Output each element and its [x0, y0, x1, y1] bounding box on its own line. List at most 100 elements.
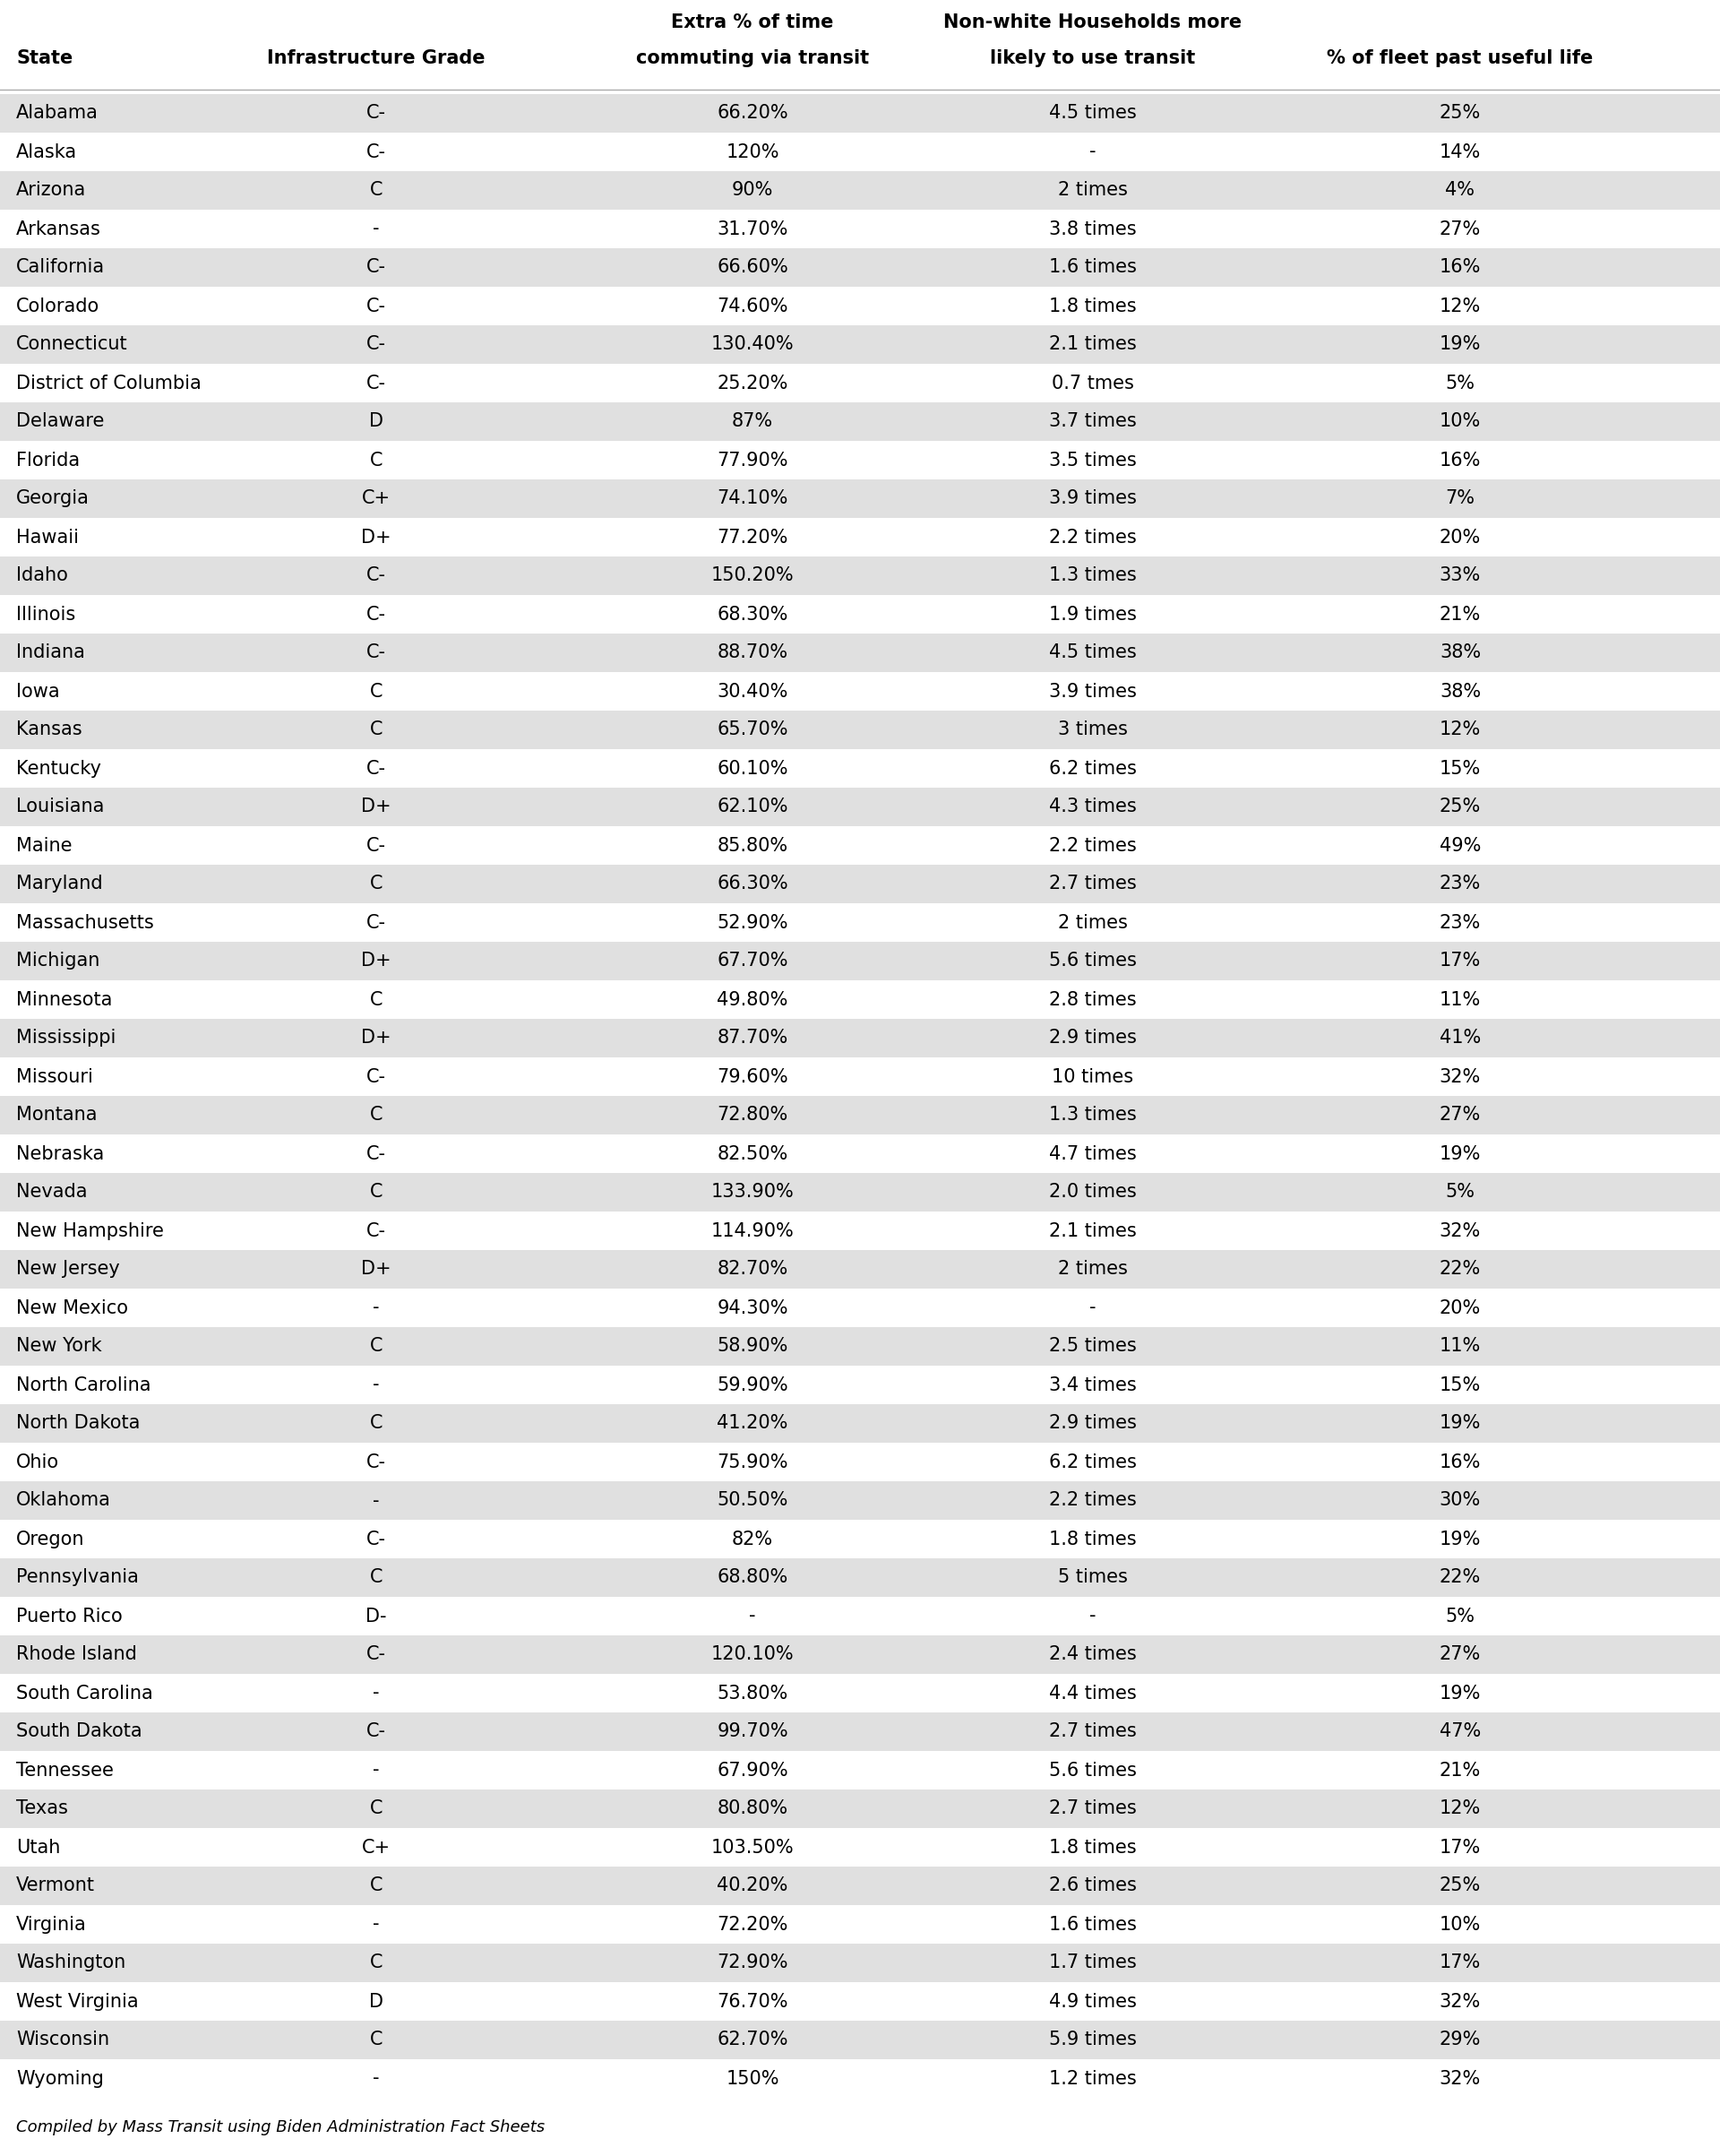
- Text: 1.6 times: 1.6 times: [1049, 259, 1137, 276]
- Text: Kentucky: Kentucky: [15, 759, 101, 778]
- Text: 21%: 21%: [1440, 606, 1481, 623]
- Text: Maryland: Maryland: [15, 875, 103, 893]
- Text: 67.90%: 67.90%: [717, 1761, 788, 1779]
- Text: 66.30%: 66.30%: [717, 875, 788, 893]
- Text: Michigan: Michigan: [15, 953, 100, 970]
- Bar: [0, 787, 1720, 826]
- Text: 87%: 87%: [731, 412, 774, 431]
- Text: C-: C-: [366, 259, 385, 276]
- Text: 15%: 15%: [1440, 1376, 1481, 1395]
- Text: -: -: [373, 1298, 380, 1317]
- Text: -: -: [1089, 1298, 1096, 1317]
- Text: C-: C-: [366, 914, 385, 931]
- Bar: [0, 248, 1720, 287]
- Text: C: C: [370, 1570, 384, 1587]
- Text: C: C: [370, 720, 384, 740]
- Text: South Dakota: South Dakota: [15, 1723, 143, 1740]
- Text: Virginia: Virginia: [15, 1915, 86, 1934]
- Text: 2.2 times: 2.2 times: [1049, 528, 1137, 545]
- Text: 53.80%: 53.80%: [717, 1684, 788, 1701]
- Text: 41%: 41%: [1440, 1028, 1481, 1048]
- Text: 82.70%: 82.70%: [717, 1261, 788, 1279]
- Bar: [0, 1520, 1720, 1559]
- Text: 150%: 150%: [726, 2070, 779, 2087]
- Bar: [0, 595, 1720, 634]
- Text: 68.80%: 68.80%: [717, 1570, 788, 1587]
- Text: Connecticut: Connecticut: [15, 336, 127, 354]
- Text: D+: D+: [361, 528, 392, 545]
- Text: 3.8 times: 3.8 times: [1049, 220, 1137, 237]
- Text: Wyoming: Wyoming: [15, 2070, 103, 2087]
- Bar: [0, 517, 1720, 556]
- Text: 65.70%: 65.70%: [717, 720, 788, 740]
- Text: Arizona: Arizona: [15, 181, 86, 198]
- Text: Washington: Washington: [15, 1953, 126, 1973]
- Text: 27%: 27%: [1440, 1106, 1481, 1123]
- Bar: [0, 1173, 1720, 1212]
- Text: 32%: 32%: [1440, 2070, 1481, 2087]
- Text: 72.20%: 72.20%: [717, 1915, 788, 1934]
- Text: 82%: 82%: [731, 1531, 774, 1548]
- Text: 2 times: 2 times: [1058, 181, 1128, 198]
- Text: 29%: 29%: [1440, 2031, 1481, 2048]
- Text: C-: C-: [366, 1531, 385, 1548]
- Text: C-: C-: [366, 837, 385, 854]
- Text: Non-white Households more: Non-white Households more: [944, 13, 1242, 32]
- Text: 99.70%: 99.70%: [717, 1723, 788, 1740]
- Text: 20%: 20%: [1440, 528, 1481, 545]
- Text: New Mexico: New Mexico: [15, 1298, 127, 1317]
- Text: -: -: [373, 1684, 380, 1701]
- Bar: [0, 556, 1720, 595]
- Text: 88.70%: 88.70%: [717, 645, 788, 662]
- Text: 2.7 times: 2.7 times: [1049, 875, 1137, 893]
- Text: 21%: 21%: [1440, 1761, 1481, 1779]
- Text: 2.9 times: 2.9 times: [1049, 1414, 1137, 1432]
- Text: 0.7 tmes: 0.7 tmes: [1051, 375, 1133, 392]
- Text: Puerto Rico: Puerto Rico: [15, 1606, 122, 1626]
- Bar: [0, 1598, 1720, 1636]
- Text: 2.4 times: 2.4 times: [1049, 1645, 1137, 1664]
- Text: 19%: 19%: [1440, 1684, 1481, 1701]
- Text: 2.1 times: 2.1 times: [1049, 1222, 1137, 1240]
- Bar: [0, 2059, 1720, 2098]
- Text: C-: C-: [366, 1067, 385, 1087]
- Text: 11%: 11%: [1440, 990, 1481, 1009]
- Text: Oklahoma: Oklahoma: [15, 1492, 112, 1509]
- Bar: [0, 403, 1720, 440]
- Text: 6.2 times: 6.2 times: [1049, 759, 1137, 778]
- Text: 38%: 38%: [1440, 683, 1481, 701]
- Bar: [0, 981, 1720, 1020]
- Text: Florida: Florida: [15, 451, 79, 470]
- Text: 1.8 times: 1.8 times: [1049, 1839, 1137, 1856]
- Bar: [0, 1559, 1720, 1598]
- Text: C-: C-: [366, 1453, 385, 1470]
- Text: 16%: 16%: [1440, 259, 1481, 276]
- Text: 4.9 times: 4.9 times: [1049, 1992, 1137, 2009]
- Text: 25%: 25%: [1440, 798, 1481, 815]
- Text: C+: C+: [361, 1839, 390, 1856]
- Text: 60.10%: 60.10%: [717, 759, 788, 778]
- Text: Illinois: Illinois: [15, 606, 76, 623]
- Text: 17%: 17%: [1440, 1839, 1481, 1856]
- Text: South Carolina: South Carolina: [15, 1684, 153, 1701]
- Bar: [0, 673, 1720, 711]
- Text: Idaho: Idaho: [15, 567, 69, 584]
- Text: State: State: [15, 50, 72, 67]
- Text: 2 times: 2 times: [1058, 914, 1128, 931]
- Text: 150.20%: 150.20%: [710, 567, 795, 584]
- Bar: [0, 711, 1720, 748]
- Text: 3.9 times: 3.9 times: [1049, 489, 1137, 507]
- Text: -: -: [750, 1606, 755, 1626]
- Text: 22%: 22%: [1440, 1261, 1481, 1279]
- Text: 2.6 times: 2.6 times: [1049, 1878, 1137, 1895]
- Bar: [0, 1095, 1720, 1134]
- Text: 30%: 30%: [1440, 1492, 1481, 1509]
- Text: 66.20%: 66.20%: [717, 103, 788, 123]
- Text: C+: C+: [361, 489, 390, 507]
- Text: 6.2 times: 6.2 times: [1049, 1453, 1137, 1470]
- Text: 49%: 49%: [1440, 837, 1481, 854]
- Text: 32%: 32%: [1440, 1067, 1481, 1087]
- Bar: [0, 2020, 1720, 2059]
- Text: West Virginia: West Virginia: [15, 1992, 139, 2009]
- Text: Delaware: Delaware: [15, 412, 105, 431]
